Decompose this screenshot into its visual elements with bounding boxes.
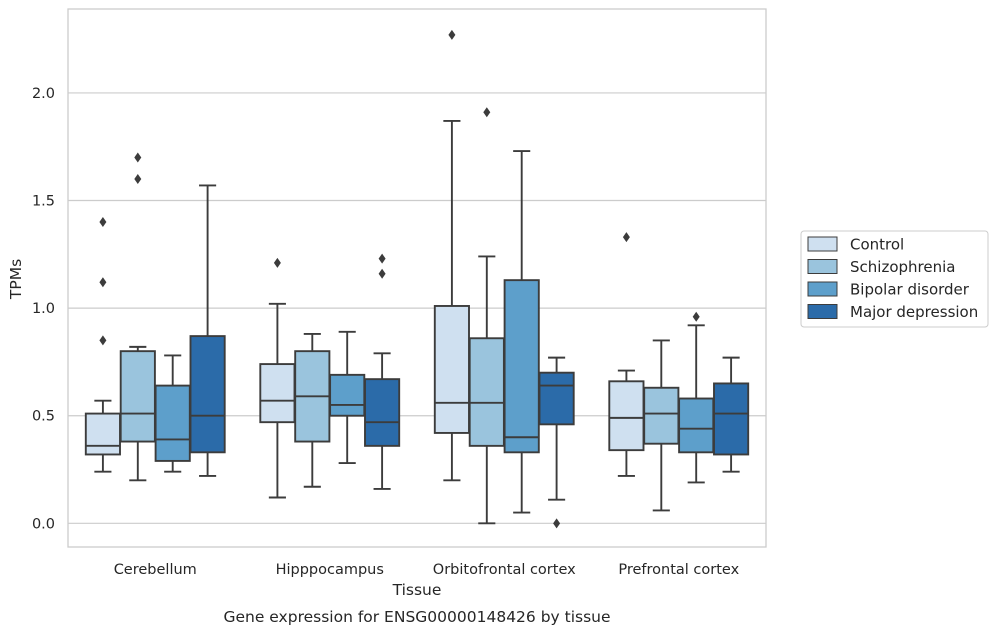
box-bipolar-disorder — [329, 330, 366, 465]
x-tick-label: Prefrontal cortex — [618, 562, 739, 578]
x-tick-label: Orbitofrontal cortex — [433, 562, 576, 578]
x-tick-label: Hipppocampus — [276, 562, 384, 578]
legend-swatch — [807, 281, 838, 297]
box-control — [608, 232, 645, 477]
plot-frame — [67, 8, 767, 548]
box-bipolar-disorder — [503, 150, 540, 514]
outlier-point — [134, 174, 142, 185]
iqr-box — [364, 378, 401, 447]
box-bipolar-disorder — [678, 311, 715, 484]
outlier-point — [483, 107, 491, 118]
outlier-point — [99, 277, 107, 288]
iqr-box — [119, 350, 156, 443]
box-major-depression — [713, 356, 750, 473]
iqr-box — [643, 386, 680, 445]
box-schizophrenia — [468, 107, 505, 525]
box-schizophrenia — [294, 333, 331, 488]
iqr-box — [468, 337, 505, 447]
y-tick-labels: 0.0 0.5 1.0 1.5 2.0 — [32, 86, 55, 532]
iqr-box — [84, 412, 121, 456]
outlier-point — [692, 311, 700, 322]
legend: Control Schizophrenia Bipolar disorder Majo… — [800, 230, 989, 328]
box-control — [259, 257, 296, 499]
outlier-point — [448, 29, 456, 40]
x-tick-label: Cerebellum — [114, 562, 197, 578]
iqr-box — [538, 371, 575, 426]
y-tick-label: 0.5 — [32, 409, 55, 425]
outlier-point — [378, 253, 386, 264]
box-schizophrenia — [119, 152, 156, 482]
box-bipolar-disorder — [154, 354, 191, 473]
x-tick-labels: Cerebellum Hipppocampus Orbitofrontal cort… — [114, 562, 740, 578]
legend-label: Schizophrenia — [850, 258, 955, 276]
outlier-point — [622, 232, 630, 243]
iqr-box — [713, 382, 750, 456]
legend-swatch — [807, 259, 838, 274]
y-tick-label: 1.5 — [32, 194, 55, 210]
box-major-depression — [538, 356, 575, 529]
box-control — [433, 29, 470, 482]
iqr-box — [503, 279, 540, 454]
outlier-point — [553, 518, 561, 529]
outlier-point — [273, 257, 281, 268]
chart-caption: Gene expression for ENSG00000148426 by t… — [223, 608, 610, 626]
outlier-point — [134, 152, 142, 163]
iqr-box — [329, 373, 366, 417]
legend-frame — [800, 230, 989, 328]
outlier-point — [99, 217, 107, 228]
box-series — [84, 29, 750, 529]
legend-label: Major depression — [850, 303, 978, 321]
y-axis-label: TPMs — [7, 259, 25, 300]
iqr-box — [433, 305, 470, 434]
y-tick-label: 0.0 — [32, 516, 55, 532]
iqr-box — [678, 397, 715, 454]
iqr-box — [259, 363, 296, 424]
box-control — [84, 217, 121, 473]
outlier-point — [99, 335, 107, 346]
box-major-depression — [189, 184, 226, 477]
y-tick-label: 1.0 — [32, 301, 55, 317]
iqr-box — [189, 335, 226, 454]
legend-swatch — [807, 236, 838, 252]
legend-swatch — [807, 304, 838, 319]
iqr-box — [608, 380, 645, 452]
box-schizophrenia — [643, 339, 680, 512]
outlier-point — [378, 268, 386, 279]
legend-label: Control — [850, 236, 904, 254]
legend-label: Bipolar disorder — [850, 281, 970, 299]
iqr-box — [154, 384, 191, 462]
box-major-depression — [364, 253, 401, 490]
x-axis-label: Tissue — [392, 581, 442, 599]
y-tick-label: 2.0 — [32, 86, 55, 102]
